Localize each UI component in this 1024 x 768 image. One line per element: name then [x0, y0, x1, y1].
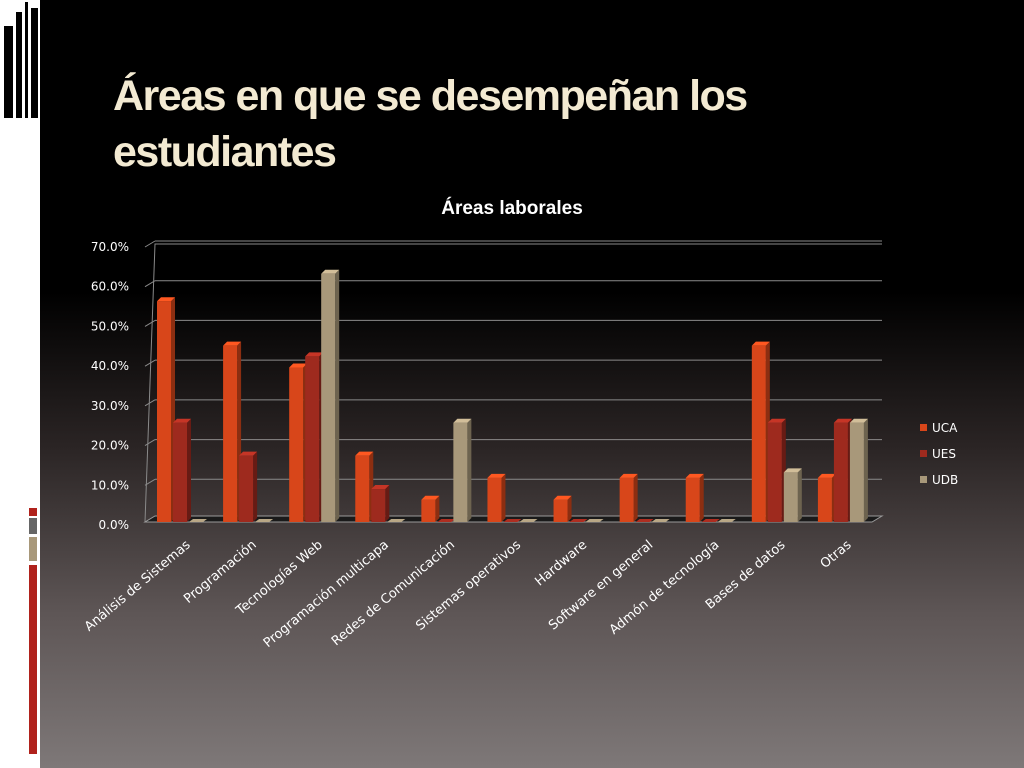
bar-udb [717, 519, 736, 522]
bar-ues [503, 519, 522, 522]
gridline-diagonal [144, 399, 156, 407]
bar-udb [321, 269, 340, 522]
bar-uca [817, 473, 836, 522]
y-tick-label: 50.0% [91, 319, 129, 333]
gridline-diagonal [144, 240, 156, 248]
bar-ues [569, 519, 588, 522]
gridline-diagonal [144, 439, 156, 447]
legend-label-uca: UCA [932, 421, 958, 435]
bar-ues [173, 418, 191, 522]
bar-udb [585, 519, 604, 522]
bar-ues [437, 519, 456, 522]
legend-swatch-udb [920, 476, 927, 483]
x-category-label: Admón de tecnología [607, 538, 722, 638]
accent-red-square [29, 508, 37, 516]
accent-red-bar [29, 565, 37, 754]
legend-label-ues: UES [932, 447, 956, 461]
bar-uca [289, 363, 308, 522]
bar-uca [487, 473, 506, 522]
x-category-label: Otras [818, 537, 855, 571]
chart-title: Áreas laborales [441, 197, 583, 219]
bar-udb [849, 418, 868, 522]
bar-udb [783, 468, 802, 522]
legend-swatch-uca [920, 424, 927, 431]
y-tick-label: 10.0% [91, 478, 129, 492]
bar-udb [255, 519, 274, 522]
plot-wall [144, 243, 882, 523]
bar-udb [387, 519, 406, 522]
x-category-label: Redes de Comunicación [329, 538, 458, 650]
bar-ues [371, 485, 390, 522]
bar-uca [619, 473, 638, 522]
bar-uca [355, 451, 374, 522]
bar-uca [685, 473, 704, 522]
accent-tan-square [29, 537, 37, 561]
gridline-diagonal [144, 280, 156, 288]
bar-udb [519, 519, 538, 522]
bar-ues [701, 519, 720, 522]
bar-ues [833, 418, 852, 522]
slide-title: Áreas en que se desempeñan los estudiant… [113, 68, 873, 180]
bar-ues [767, 418, 786, 522]
bar-uca [157, 297, 175, 522]
y-tick-label: 30.0% [91, 399, 129, 413]
slide-title-line-2: estudiantes [113, 128, 337, 176]
bar-uca [421, 495, 440, 522]
bar-udb [651, 519, 670, 522]
legend-label-udb: UDB [932, 473, 958, 487]
deco-lines-icon [4, 2, 38, 118]
bar-ues [635, 519, 654, 522]
bar-ues [239, 451, 258, 522]
bar-udb [189, 519, 207, 522]
y-tick-label: 60.0% [91, 280, 129, 294]
x-category-label: Programación multicapa [261, 538, 392, 651]
bar-udb [453, 418, 472, 522]
y-tick-label: 70.0% [91, 240, 129, 254]
bar-uca [751, 341, 770, 522]
gridline-diagonal [144, 478, 156, 486]
slide-title-line-1: Áreas en que se desempeñan los [113, 72, 748, 120]
y-tick-label: 20.0% [91, 439, 129, 453]
bar-uca [223, 341, 242, 522]
gridline-diagonal [144, 359, 156, 367]
x-category-label: Hardware [532, 538, 590, 590]
accent-gray-square [29, 518, 37, 534]
legend-swatch-ues [920, 450, 927, 457]
gridline-diagonal [144, 319, 156, 327]
left-white-strip [0, 0, 40, 768]
y-tick-label: 40.0% [91, 359, 129, 373]
x-category-label: Análisis de Sistemas [82, 537, 194, 634]
y-tick-label: 0.0% [99, 518, 130, 532]
bar-uca [553, 495, 572, 522]
bar-ues [305, 352, 324, 522]
